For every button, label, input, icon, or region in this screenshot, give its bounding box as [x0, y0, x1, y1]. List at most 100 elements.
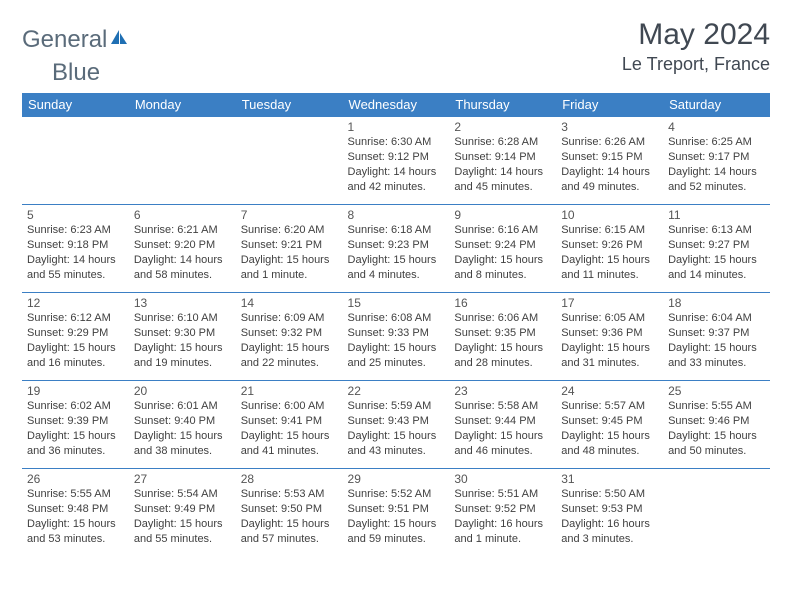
weekday-header: Wednesday: [343, 93, 450, 117]
calendar-day-cell: 28Sunrise: 5:53 AMSunset: 9:50 PMDayligh…: [236, 469, 343, 557]
calendar-day-cell: 4Sunrise: 6:25 AMSunset: 9:17 PMDaylight…: [663, 117, 770, 205]
daylight1-text: Daylight: 15 hours: [561, 341, 658, 356]
daylight1-text: Daylight: 15 hours: [27, 517, 124, 532]
sunrise-text: Sunrise: 6:15 AM: [561, 223, 658, 238]
sunrise-text: Sunrise: 5:59 AM: [348, 399, 445, 414]
weekday-header: Tuesday: [236, 93, 343, 117]
sunset-text: Sunset: 9:26 PM: [561, 238, 658, 253]
day-number: 11: [668, 208, 765, 222]
sunset-text: Sunset: 9:43 PM: [348, 414, 445, 429]
daylight1-text: Daylight: 15 hours: [454, 253, 551, 268]
weekday-header-row: SundayMondayTuesdayWednesdayThursdayFrid…: [22, 93, 770, 117]
daylight2-text: and 3 minutes.: [561, 532, 658, 547]
daylight2-text: and 28 minutes.: [454, 356, 551, 371]
daylight1-text: Daylight: 15 hours: [668, 429, 765, 444]
logo-text-2: Blue: [52, 59, 100, 87]
day-number: 1: [348, 120, 445, 134]
calendar-day-cell: 31Sunrise: 5:50 AMSunset: 9:53 PMDayligh…: [556, 469, 663, 557]
day-number: 5: [27, 208, 124, 222]
daylight2-text: and 1 minute.: [241, 268, 338, 283]
day-number: 3: [561, 120, 658, 134]
daylight2-text: and 14 minutes.: [668, 268, 765, 283]
daylight2-text: and 55 minutes.: [27, 268, 124, 283]
calendar-day-cell: 6Sunrise: 6:21 AMSunset: 9:20 PMDaylight…: [129, 205, 236, 293]
sunrise-text: Sunrise: 6:08 AM: [348, 311, 445, 326]
daylight1-text: Daylight: 14 hours: [454, 165, 551, 180]
day-number: 16: [454, 296, 551, 310]
daylight1-text: Daylight: 15 hours: [348, 429, 445, 444]
day-number: 21: [241, 384, 338, 398]
sunrise-text: Sunrise: 6:25 AM: [668, 135, 765, 150]
daylight2-text: and 16 minutes.: [27, 356, 124, 371]
sunrise-text: Sunrise: 5:53 AM: [241, 487, 338, 502]
weekday-header: Saturday: [663, 93, 770, 117]
sunset-text: Sunset: 9:12 PM: [348, 150, 445, 165]
daylight2-text: and 42 minutes.: [348, 180, 445, 195]
calendar-day-cell: 26Sunrise: 5:55 AMSunset: 9:48 PMDayligh…: [22, 469, 129, 557]
sunset-text: Sunset: 9:50 PM: [241, 502, 338, 517]
calendar-table: SundayMondayTuesdayWednesdayThursdayFrid…: [22, 93, 770, 557]
calendar-day-cell: 27Sunrise: 5:54 AMSunset: 9:49 PMDayligh…: [129, 469, 236, 557]
daylight2-text: and 36 minutes.: [27, 444, 124, 459]
calendar-day-cell: 29Sunrise: 5:52 AMSunset: 9:51 PMDayligh…: [343, 469, 450, 557]
weekday-header: Friday: [556, 93, 663, 117]
sunset-text: Sunset: 9:14 PM: [454, 150, 551, 165]
daylight1-text: Daylight: 15 hours: [27, 429, 124, 444]
sunrise-text: Sunrise: 6:04 AM: [668, 311, 765, 326]
sunrise-text: Sunrise: 6:16 AM: [454, 223, 551, 238]
daylight2-text: and 8 minutes.: [454, 268, 551, 283]
sunrise-text: Sunrise: 5:58 AM: [454, 399, 551, 414]
daylight2-text: and 58 minutes.: [134, 268, 231, 283]
day-number: 25: [668, 384, 765, 398]
daylight1-text: Daylight: 14 hours: [134, 253, 231, 268]
daylight1-text: Daylight: 15 hours: [454, 341, 551, 356]
weekday-header: Monday: [129, 93, 236, 117]
daylight1-text: Daylight: 15 hours: [241, 429, 338, 444]
daylight1-text: Daylight: 15 hours: [348, 517, 445, 532]
day-number: 2: [454, 120, 551, 134]
logo-sail-icon: [109, 28, 129, 53]
location: Le Treport, France: [622, 54, 770, 75]
sunrise-text: Sunrise: 5:54 AM: [134, 487, 231, 502]
calendar-day-cell: 12Sunrise: 6:12 AMSunset: 9:29 PMDayligh…: [22, 293, 129, 381]
calendar-day-cell: 3Sunrise: 6:26 AMSunset: 9:15 PMDaylight…: [556, 117, 663, 205]
sunset-text: Sunset: 9:41 PM: [241, 414, 338, 429]
sunset-text: Sunset: 9:35 PM: [454, 326, 551, 341]
calendar-day-cell: 14Sunrise: 6:09 AMSunset: 9:32 PMDayligh…: [236, 293, 343, 381]
sunset-text: Sunset: 9:21 PM: [241, 238, 338, 253]
daylight1-text: Daylight: 16 hours: [561, 517, 658, 532]
calendar-day-cell: 24Sunrise: 5:57 AMSunset: 9:45 PMDayligh…: [556, 381, 663, 469]
day-number: 12: [27, 296, 124, 310]
sunrise-text: Sunrise: 6:02 AM: [27, 399, 124, 414]
daylight2-text: and 45 minutes.: [454, 180, 551, 195]
title-block: May 2024 Le Treport, France: [622, 18, 770, 75]
daylight2-text: and 55 minutes.: [134, 532, 231, 547]
daylight2-text: and 31 minutes.: [561, 356, 658, 371]
day-number: 8: [348, 208, 445, 222]
calendar-empty-cell: [663, 469, 770, 557]
daylight2-text: and 4 minutes.: [348, 268, 445, 283]
daylight1-text: Daylight: 15 hours: [134, 517, 231, 532]
daylight1-text: Daylight: 15 hours: [454, 429, 551, 444]
daylight1-text: Daylight: 15 hours: [27, 341, 124, 356]
daylight1-text: Daylight: 14 hours: [348, 165, 445, 180]
sunset-text: Sunset: 9:33 PM: [348, 326, 445, 341]
sunrise-text: Sunrise: 6:10 AM: [134, 311, 231, 326]
sunset-text: Sunset: 9:45 PM: [561, 414, 658, 429]
daylight2-text: and 11 minutes.: [561, 268, 658, 283]
sunset-text: Sunset: 9:46 PM: [668, 414, 765, 429]
sunset-text: Sunset: 9:40 PM: [134, 414, 231, 429]
sunset-text: Sunset: 9:27 PM: [668, 238, 765, 253]
day-number: 18: [668, 296, 765, 310]
sunset-text: Sunset: 9:49 PM: [134, 502, 231, 517]
day-number: 28: [241, 472, 338, 486]
day-number: 10: [561, 208, 658, 222]
sunrise-text: Sunrise: 5:57 AM: [561, 399, 658, 414]
day-number: 31: [561, 472, 658, 486]
sunset-text: Sunset: 9:30 PM: [134, 326, 231, 341]
daylight2-text: and 50 minutes.: [668, 444, 765, 459]
calendar-week-row: 19Sunrise: 6:02 AMSunset: 9:39 PMDayligh…: [22, 381, 770, 469]
sunrise-text: Sunrise: 6:01 AM: [134, 399, 231, 414]
calendar-day-cell: 10Sunrise: 6:15 AMSunset: 9:26 PMDayligh…: [556, 205, 663, 293]
calendar-empty-cell: [129, 117, 236, 205]
